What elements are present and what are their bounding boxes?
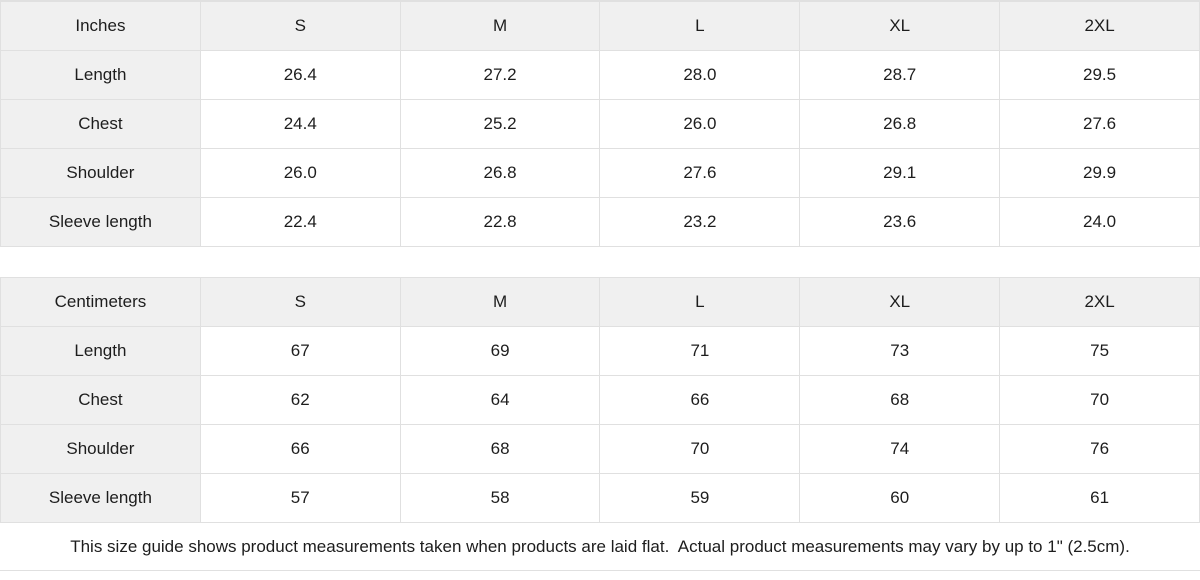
- measurement-value-cell: 26.8: [399, 148, 601, 198]
- measurement-value-cell: 29.9: [999, 148, 1200, 198]
- measurement-row-length: Length 26.4 27.2 28.0 28.7 29.5: [0, 50, 1200, 100]
- size-col-header-l: L: [599, 1, 801, 51]
- measurement-value-cell: 29.5: [999, 50, 1200, 100]
- measurement-value-cell: 76: [999, 424, 1200, 474]
- measurement-value-cell: 28.7: [799, 50, 1001, 100]
- measurement-value-cell: 68: [399, 424, 601, 474]
- measurement-row-sleeve-length: Sleeve length 22.4 22.8 23.2 23.6 24.0: [0, 197, 1200, 247]
- table-gap: [0, 247, 1200, 277]
- measurement-label-cell: Length: [0, 326, 201, 376]
- measurement-row-chest: Chest 62 64 66 68 70: [0, 375, 1200, 425]
- measurement-value-cell: 26.0: [199, 148, 401, 198]
- measurement-value-cell: 70: [599, 424, 801, 474]
- measurement-label-cell: Shoulder: [0, 424, 201, 474]
- size-col-header-s: S: [199, 1, 401, 51]
- inches-size-table: Inches S M L XL 2XL Length 26.4 27.2 28.…: [0, 1, 1200, 247]
- measurement-value-cell: 71: [599, 326, 801, 376]
- measurement-label-cell: Sleeve length: [0, 473, 201, 523]
- measurement-row-shoulder: Shoulder 66 68 70 74 76: [0, 424, 1200, 474]
- measurement-value-cell: 22.8: [399, 197, 601, 247]
- measurement-value-cell: 64: [399, 375, 601, 425]
- measurement-value-cell: 58: [399, 473, 601, 523]
- measurement-value-cell: 25.2: [399, 99, 601, 149]
- measurement-label-cell: Shoulder: [0, 148, 201, 198]
- measurement-value-cell: 62: [199, 375, 401, 425]
- measurement-value-cell: 27.6: [599, 148, 801, 198]
- size-col-header-2xl: 2XL: [999, 277, 1200, 327]
- size-col-header-xl: XL: [799, 1, 1001, 51]
- measurement-value-cell: 59: [599, 473, 801, 523]
- measurement-value-cell: 26.4: [199, 50, 401, 100]
- measurement-row-shoulder: Shoulder 26.0 26.8 27.6 29.1 29.9: [0, 148, 1200, 198]
- measurement-label-cell: Chest: [0, 99, 201, 149]
- measurement-value-cell: 24.0: [999, 197, 1200, 247]
- measurement-value-cell: 60: [799, 473, 1001, 523]
- measurement-value-cell: 73: [799, 326, 1001, 376]
- measurement-value-cell: 24.4: [199, 99, 401, 149]
- measurement-value-cell: 23.6: [799, 197, 1001, 247]
- measurement-value-cell: 66: [599, 375, 801, 425]
- unit-label-cell: Inches: [0, 1, 201, 51]
- measurement-row-length: Length 67 69 71 73 75: [0, 326, 1200, 376]
- size-col-header-xl: XL: [799, 277, 1001, 327]
- measurement-row-sleeve-length: Sleeve length 57 58 59 60 61: [0, 473, 1200, 523]
- size-guide-note: This size guide shows product measuremen…: [0, 523, 1200, 571]
- measurement-value-cell: 61: [999, 473, 1200, 523]
- measurement-value-cell: 22.4: [199, 197, 401, 247]
- measurement-value-cell: 26.8: [799, 99, 1001, 149]
- measurement-value-cell: 57: [199, 473, 401, 523]
- measurement-label-cell: Sleeve length: [0, 197, 201, 247]
- size-col-header-s: S: [199, 277, 401, 327]
- measurement-value-cell: 69: [399, 326, 601, 376]
- measurement-row-chest: Chest 24.4 25.2 26.0 26.8 27.6: [0, 99, 1200, 149]
- measurement-value-cell: 75: [999, 326, 1200, 376]
- size-col-header-l: L: [599, 277, 801, 327]
- measurement-value-cell: 68: [799, 375, 1001, 425]
- measurement-label-cell: Length: [0, 50, 201, 100]
- size-col-header-2xl: 2XL: [999, 1, 1200, 51]
- measurement-value-cell: 74: [799, 424, 1001, 474]
- measurement-value-cell: 26.0: [599, 99, 801, 149]
- measurement-value-cell: 66: [199, 424, 401, 474]
- unit-label-cell: Centimeters: [0, 277, 201, 327]
- measurement-value-cell: 27.2: [399, 50, 601, 100]
- measurement-value-cell: 67: [199, 326, 401, 376]
- measurement-value-cell: 28.0: [599, 50, 801, 100]
- centimeters-size-table: Centimeters S M L XL 2XL Length 67 69 71…: [0, 277, 1200, 523]
- measurement-value-cell: 70: [999, 375, 1200, 425]
- measurement-value-cell: 29.1: [799, 148, 1001, 198]
- header-row: Inches S M L XL 2XL: [0, 1, 1200, 51]
- measurement-value-cell: 23.2: [599, 197, 801, 247]
- size-col-header-m: M: [399, 1, 601, 51]
- size-col-header-m: M: [399, 277, 601, 327]
- measurement-label-cell: Chest: [0, 375, 201, 425]
- measurement-value-cell: 27.6: [999, 99, 1200, 149]
- header-row: Centimeters S M L XL 2XL: [0, 277, 1200, 327]
